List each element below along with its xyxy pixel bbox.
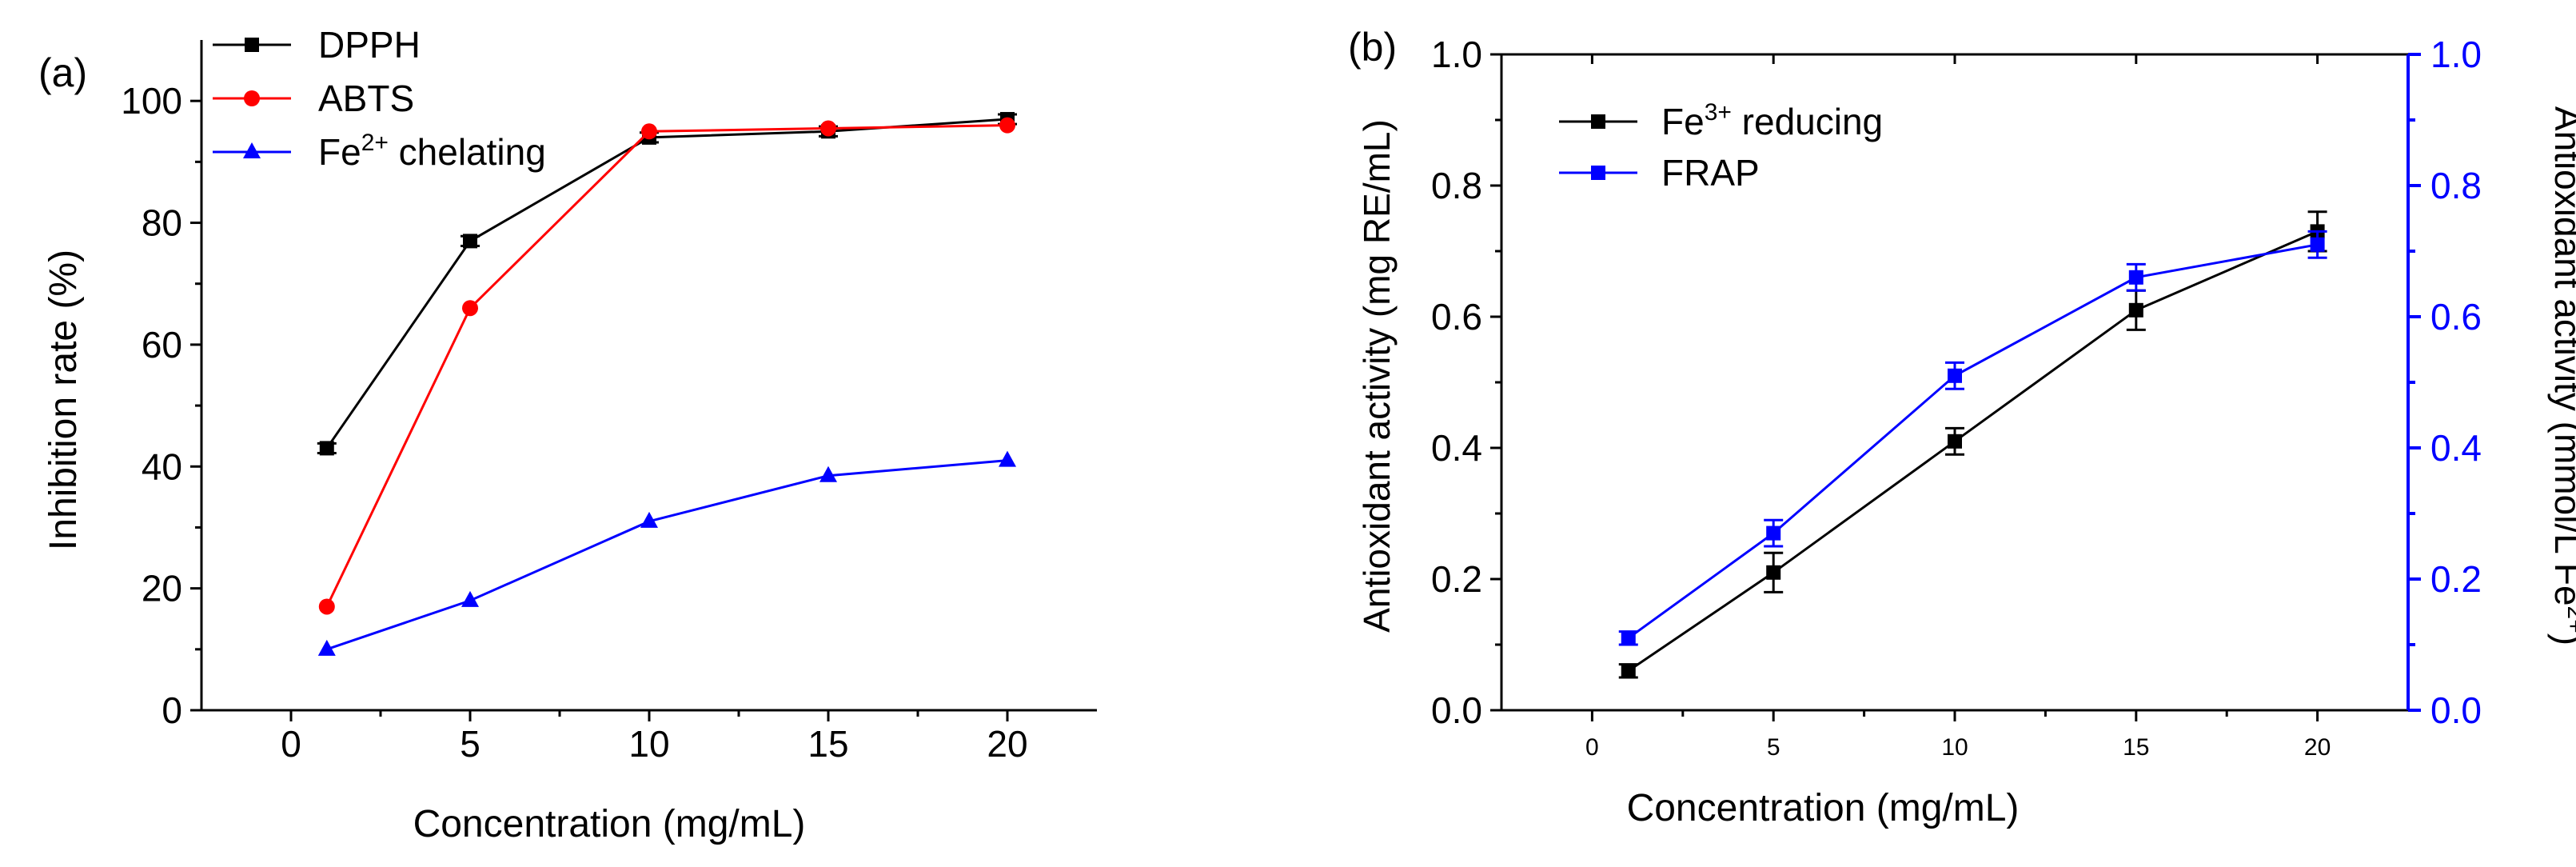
panel-b-right-y-tick-label: 0.0 [2430, 689, 2482, 731]
legend-marker-2 [243, 142, 261, 158]
panel-b-x-tick-label: 0 [1585, 734, 1599, 761]
panel-b-left-y-tick-label: 0.2 [1431, 558, 1482, 600]
panel-b-left-y-tick-label: 0.0 [1431, 689, 1482, 731]
legend-label-2: Fe2+ chelating [318, 130, 546, 173]
data-point-abts [318, 598, 335, 615]
data-point-fe3-reducing [1948, 434, 1962, 449]
data-point-fe3-reducing [1766, 565, 1781, 580]
panel-b-x-tick-label: 5 [1767, 734, 1780, 761]
legend-label-1: FRAP [1661, 152, 1760, 194]
panel-b-right-y-axis-title: Antioxidant activity (mmol/L Fe2+) [2547, 106, 2576, 645]
panel-b-plot: 0 5 10 15 20 0.0 0.2 0.4 0.6 0.8 1.0 0.0 0.2 0.4 0.6 0.… [1431, 34, 2482, 761]
panel-a-y-tick-label: 80 [142, 202, 182, 244]
panel-b-label: (b) [1348, 25, 1397, 70]
panel-b-left-y-axis-title: Antioxidant activity (mg RE/mL) [1356, 119, 1398, 633]
panel-b-right-y-tick-label: 0.2 [2430, 558, 2482, 600]
legend-marker-0 [1591, 114, 1605, 129]
panel-a-y-tick-label: 60 [142, 324, 182, 366]
panel-a-y-tick-label: 0 [161, 689, 182, 731]
data-point-frap [2128, 270, 2143, 285]
panel-b-left-y-tick-label: 0.8 [1431, 165, 1482, 206]
series-line-fe3-reducing [1627, 230, 2319, 673]
data-point-frap [1621, 630, 1636, 645]
panel-a-y-tick-label: 40 [142, 445, 182, 487]
data-point-fe3-reducing [1621, 663, 1636, 678]
panel-b-x-tick-label: 20 [2304, 734, 2331, 761]
data-point-dpph [319, 441, 334, 456]
series-line-frap [1627, 243, 2318, 640]
legend-label-0: DPPH [318, 24, 421, 66]
series-line-fe [326, 459, 1008, 651]
data-point-abts [820, 120, 836, 137]
panel-a-plot: 0 5 10 15 20 0 20 40 60 80 100 DPPH ABTS Fe2+ chelati… [121, 24, 1097, 765]
panel-b-right-y-tick-label: 0.4 [2430, 427, 2482, 469]
panel-a-x-tick-label: 15 [807, 723, 848, 765]
panel-b-left-y-tick-label: 0.6 [1431, 296, 1482, 338]
data-point-frap [1948, 368, 1962, 383]
panel-a-x-tick-label: 10 [628, 723, 669, 765]
legend-marker-1 [244, 90, 260, 106]
panel-a-x-tick-label: 0 [281, 723, 301, 765]
data-point-fe [999, 450, 1016, 467]
panel-a-y-tick-label: 20 [142, 568, 182, 609]
panel-a-x-tick-label: 5 [460, 723, 481, 765]
panel-b-x-tick-label: 15 [2123, 734, 2149, 761]
data-point-dpph [463, 234, 477, 249]
panel-a-y-tick-label: 100 [121, 80, 182, 122]
data-point-fe [640, 511, 658, 528]
panel-b-left-y-tick-label: 0.4 [1431, 427, 1482, 469]
panel-b-x-tick-label: 10 [1941, 734, 1968, 761]
data-point-abts [999, 117, 1015, 134]
data-point-fe [461, 590, 479, 607]
panel-a-x-axis-title: Concentration (mg/mL) [413, 803, 806, 845]
legend-marker-0 [245, 38, 259, 52]
panel-a-x-tick-label: 20 [987, 723, 1027, 765]
data-point-abts [641, 123, 657, 140]
panel-b-left-y-tick-label: 1.0 [1431, 34, 1482, 75]
data-point-abts [462, 300, 478, 317]
legend-label-0: Fe3+ reducing [1661, 99, 1883, 142]
panel-a-label: (a) [38, 50, 87, 95]
data-point-fe3-reducing [2128, 302, 2143, 318]
legend-label-1: ABTS [318, 78, 414, 119]
data-point-fe [317, 639, 336, 656]
data-point-frap [2310, 237, 2325, 252]
panel-b-right-y-tick-label: 1.0 [2430, 34, 2482, 75]
panel-a-y-axis-title: Inhibition rate (%) [42, 250, 85, 550]
panel-b-right-y-tick-label: 0.8 [2430, 165, 2482, 206]
data-point-fe [819, 465, 837, 482]
panel-b-right-y-tick-label: 0.6 [2430, 296, 2482, 338]
panel-b-x-axis-title: Concentration (mg/mL) [1627, 787, 2020, 829]
series-line-abts [325, 124, 1008, 608]
legend-marker-1 [1591, 166, 1605, 180]
data-point-frap [1766, 525, 1781, 541]
